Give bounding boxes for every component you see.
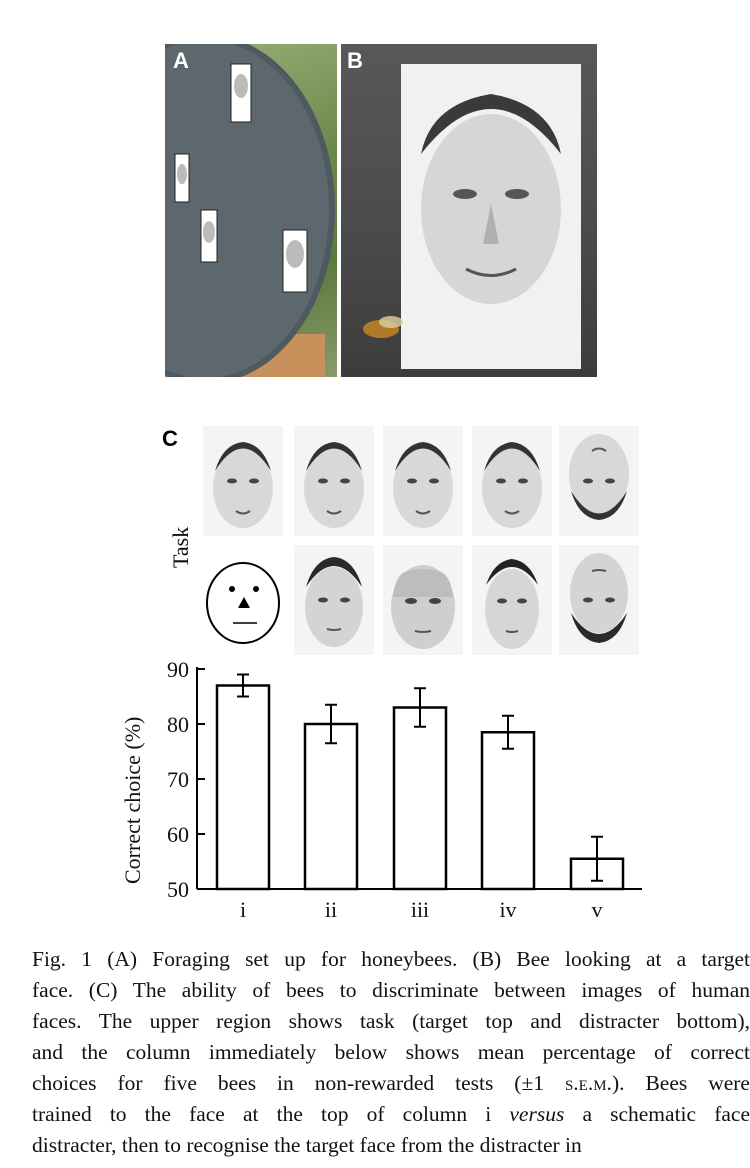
caption-line-5-post: ). Bees were — [611, 1071, 750, 1095]
y-axis-label: Correct choice (%) — [120, 716, 145, 884]
photo-panel-a: A — [165, 44, 337, 377]
task-label: Task — [168, 526, 193, 568]
caption-line-3: faces. The upper region shows task (targ… — [32, 1009, 750, 1033]
photo-panel-b: B — [341, 44, 597, 377]
distracter-face-iii — [383, 545, 463, 655]
y-tick-label: 90 — [167, 657, 189, 682]
caption-line-4: and the column immediately below shows m… — [32, 1040, 750, 1064]
bee-face-illustration — [363, 64, 581, 369]
bar-v — [569, 857, 625, 891]
caption-line-6: trained to the face at the top of column… — [32, 1099, 750, 1130]
x-tick-label-v: v — [592, 897, 603, 922]
caption-line-1: Fig. 1 (A) Foraging set up for honeybees… — [32, 947, 750, 971]
distracter-face-v-inverted — [559, 545, 639, 655]
bar-iii — [392, 706, 448, 891]
y-tick-label: 70 — [167, 767, 189, 792]
caption-line-7: distracter, then to recognise the target… — [32, 1133, 582, 1157]
target-face-iv — [472, 426, 552, 536]
target-face-ii — [294, 426, 374, 536]
bar-ii — [303, 722, 359, 891]
x-tick-label-iv: iv — [499, 897, 516, 922]
x-tick-label-ii: ii — [325, 897, 337, 922]
caption-line-6-post: a schematic face — [564, 1102, 750, 1126]
x-tick-label-iii: iii — [411, 897, 429, 922]
caption-line-2: face. (C) The ability of bees to discrim… — [32, 978, 750, 1002]
caption-versus: versus — [509, 1102, 565, 1126]
target-face-v-inverted — [559, 426, 639, 536]
distracter-face-ii — [294, 545, 374, 655]
bar-i — [215, 684, 271, 891]
y-tick-label: 50 — [167, 877, 189, 902]
x-tick-label-i: i — [240, 897, 246, 922]
panel-a-letter: A — [173, 48, 189, 73]
target-face-i — [203, 426, 283, 536]
foraging-disc-illustration — [165, 44, 335, 377]
panel-b-letter: B — [347, 48, 363, 73]
target-face-iii — [383, 426, 463, 536]
y-tick-label: 60 — [167, 822, 189, 847]
schematic-face-distracter — [203, 545, 283, 655]
caption-line-5: choices for five bees in non-rewarded te… — [32, 1068, 750, 1099]
y-tick-label: 80 — [167, 712, 189, 737]
caption-line-6-pre: trained to the face at the top of column… — [32, 1102, 510, 1126]
panel-c-letter: C — [162, 426, 178, 451]
caption-sem: s.e.m. — [564, 1071, 612, 1095]
figure-caption: Fig. 1 (A) Foraging set up for honeybees… — [32, 944, 750, 1161]
caption-line-5-pre: choices for five bees in non-rewarded te… — [32, 1071, 565, 1095]
distracter-face-iv — [472, 545, 552, 655]
bar-iv — [480, 731, 536, 891]
